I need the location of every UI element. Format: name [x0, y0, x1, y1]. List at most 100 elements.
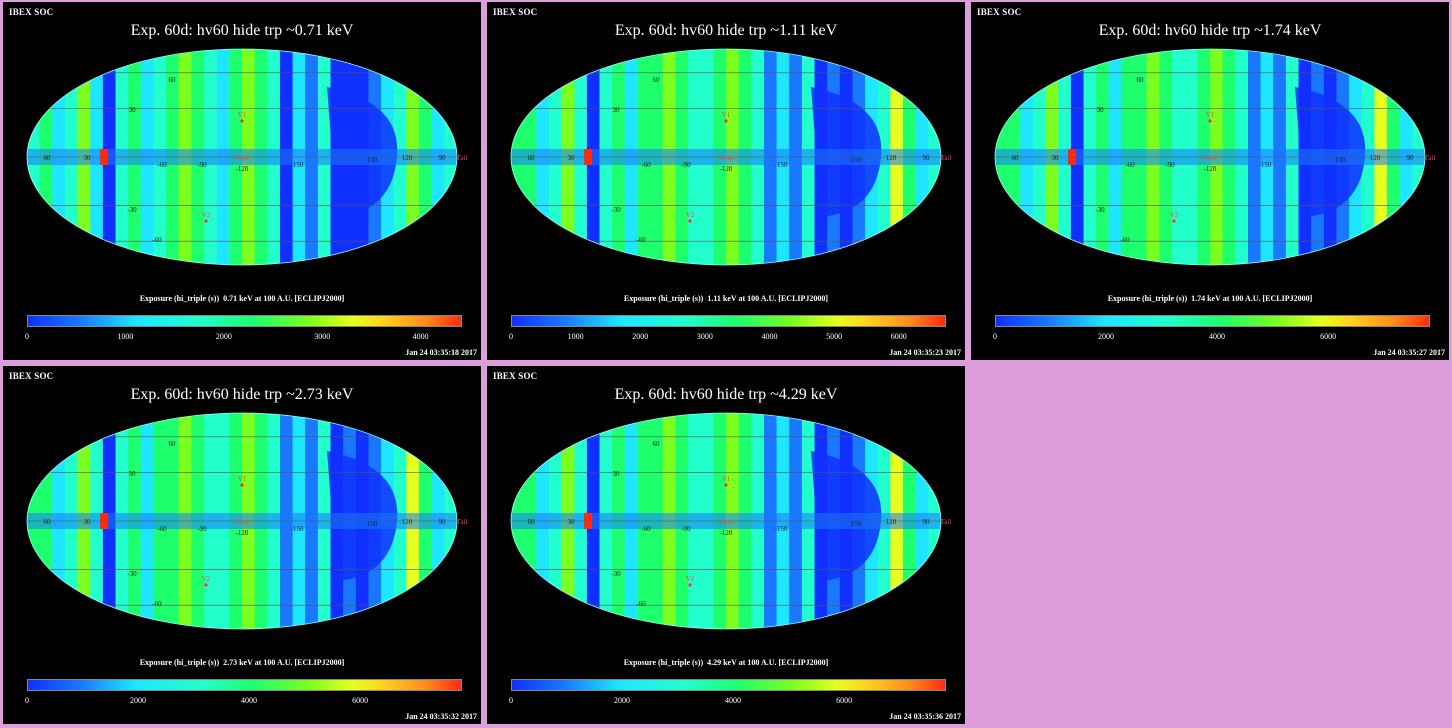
map-label-lon-120: 120 [886, 154, 897, 162]
map-label-lat-30: 30 [1097, 106, 1105, 114]
map-label-tail: Tail [457, 154, 468, 162]
map-label-lat-m60: -60 [152, 600, 162, 608]
colorbar-tick-label: 4000 [412, 332, 429, 341]
map-label-lon-m60: -60 [157, 161, 167, 169]
colorbar-tick-label: 0 [25, 332, 29, 341]
map-label-lon-90: 90 [923, 518, 931, 526]
sky-map: V1 V2 Nose Tail 60 30 -60 -90 -120 -150 150 120 90 60… [510, 48, 951, 266]
colorbar-tick-label: 4000 [761, 332, 778, 341]
map-label-lat-30: 30 [129, 106, 137, 114]
map-label-v2: V2 [1170, 211, 1179, 219]
map-label-lon-30: 30 [568, 154, 576, 162]
colorbar-tick-label: 6000 [352, 696, 369, 705]
map-label-lon-m120: -120 [1204, 165, 1217, 173]
map-title: Exp. 60d: hv60 hide trp ~0.71 keV [130, 22, 354, 39]
map-label-lon-150: 150 [851, 156, 862, 164]
timestamp: Jan 24 03:35:32 2017 [405, 712, 477, 721]
map-label-lon-120: 120 [402, 154, 413, 162]
map-label-lon-120: 120 [886, 518, 897, 526]
map-label-lon-150: 150 [851, 520, 862, 528]
colorbar-tick-label: 1000 [567, 332, 584, 341]
colorbar-tick-label: 2000 [1098, 332, 1115, 341]
map-label-nose: Nose [235, 518, 249, 526]
map-outline [510, 48, 942, 266]
colorbar-tick-label: 6000 [836, 696, 853, 705]
colorbar-title: Exposure (hi_triple (s)) 1.11 keV at 100… [623, 294, 829, 303]
map-label-lon-m90: -90 [681, 525, 691, 533]
map-title: Exp. 60d: hv60 hide trp ~1.74 keV [1098, 22, 1322, 39]
voyager-marker [204, 219, 208, 223]
colorbar-tick-label: 2000 [130, 696, 147, 705]
map-outline [26, 412, 458, 630]
map-label-v2: V2 [202, 211, 211, 219]
sky-map: V1 V2 Nose Tail 60 30 -60 -90 -120 -150 150 120 90 60… [510, 412, 952, 630]
colorbar-tick-label: 6000 [1320, 332, 1337, 341]
map-label-lon-m120: -120 [236, 529, 249, 537]
map-label-lat-30: 30 [129, 470, 137, 478]
voyager-marker [240, 119, 244, 123]
map-label-lon-m90: -90 [197, 525, 207, 533]
map-label-lon-90: 90 [923, 154, 931, 162]
map-label-lon-150: 150 [1335, 156, 1346, 164]
voyager-marker [688, 219, 692, 223]
colorbar [27, 315, 462, 327]
colorbar-tick-label: 2000 [632, 332, 649, 341]
map-panel-1: IBEX SOC Exp. 60d: hv60 hide trp ~0.71 k… [3, 2, 481, 360]
map-panel-2: IBEX SOC Exp. 60d: hv60 hide trp ~1.11 k… [487, 2, 965, 360]
sky-map: V1 V2 Nose Tail 60 30 -60 -90 -120 -150 150 120 90 60… [26, 48, 468, 266]
map-label-lon-120: 120 [1370, 154, 1381, 162]
colorbar-tick-label: 0 [509, 332, 513, 341]
map-label-lon-60: 60 [528, 154, 536, 162]
map-outline [26, 48, 458, 266]
map-label-lon-150: 150 [367, 520, 378, 528]
colorbar-tick-label: 3000 [696, 332, 713, 341]
voyager-marker [240, 483, 244, 487]
colorbar-title: Exposure (hi_triple (s)) 2.73 keV at 100… [139, 658, 345, 667]
map-label-lon-90: 90 [439, 518, 447, 526]
map-label-lon-m60: -60 [641, 161, 651, 169]
map-label-lon-90: 90 [1407, 154, 1415, 162]
map-label-lat-m30: -30 [127, 206, 137, 214]
map-label-lat-m60: -60 [1120, 236, 1130, 244]
map-outline [510, 412, 942, 630]
header-label: IBEX SOC [9, 371, 54, 381]
map-label-v1: V1 [1206, 111, 1215, 119]
sky-map: V1 V2 Nose Tail 60 30 -60 -90 -120 -150 150 120 90 60… [994, 48, 1436, 266]
voyager-marker [724, 119, 728, 123]
map-label-v2: V2 [686, 211, 695, 219]
map-label-nose: Nose [719, 154, 733, 162]
colorbar [27, 679, 462, 691]
map-label-lat-m30: -30 [1095, 206, 1105, 214]
timestamp: Jan 24 03:35:27 2017 [1373, 348, 1445, 357]
map-label-lon-m150: -150 [775, 525, 788, 533]
map-label-lon-30: 30 [84, 154, 92, 162]
colorbar-tick-label: 0 [25, 696, 29, 705]
map-label-tail: Tail [1425, 154, 1436, 162]
colorbar-title: Exposure (hi_triple (s)) 1.74 keV at 100… [1107, 294, 1313, 303]
map-label-lat-m30: -30 [127, 570, 137, 578]
map-label-lon-m90: -90 [197, 161, 207, 169]
timestamp: Jan 24 03:35:23 2017 [889, 348, 961, 357]
header-label: IBEX SOC [9, 7, 54, 17]
map-label-lon-m60: -60 [157, 525, 167, 533]
map-label-lon-30: 30 [1052, 154, 1060, 162]
map-label-lon-m150: -150 [291, 525, 304, 533]
map-label-lon-m150: -150 [775, 161, 788, 169]
colorbar-tick-label: 0 [993, 332, 997, 341]
map-label-tail: Tail [941, 518, 952, 526]
header-label: IBEX SOC [493, 371, 538, 381]
map-label-lat-m60: -60 [636, 236, 646, 244]
colorbar-tick-label: 6000 [890, 332, 907, 341]
map-label-lon-m120: -120 [720, 529, 733, 537]
map-label-lon-m60: -60 [1125, 161, 1135, 169]
map-label-lat-30: 30 [613, 106, 621, 114]
voyager-marker [204, 583, 208, 587]
map-label-lon-60: 60 [528, 518, 536, 526]
colorbar [995, 315, 1430, 327]
map-label-lat-60: 60 [169, 440, 177, 448]
map-panel-3: IBEX SOC Exp. 60d: hv60 hide trp ~1.74 k… [971, 2, 1449, 360]
map-label-lon-120: 120 [402, 518, 413, 526]
header-label: IBEX SOC [493, 7, 538, 17]
colorbar-tick-label: 4000 [1209, 332, 1226, 341]
map-title: Exp. 60d: hv60 hide trp ~1.11 keV [614, 22, 838, 39]
